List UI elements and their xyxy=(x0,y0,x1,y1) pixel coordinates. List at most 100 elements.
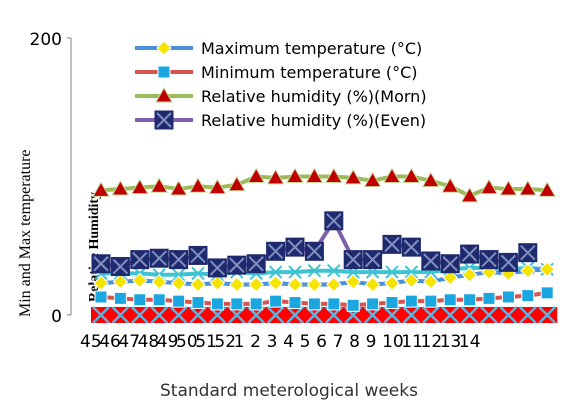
data-point-0-0 xyxy=(93,275,109,291)
data-point-2-18 xyxy=(441,177,460,193)
data-point-1-1 xyxy=(113,291,127,305)
data-point-4-11 xyxy=(307,263,322,278)
data-point-5-0 xyxy=(91,306,111,324)
legend-marker xyxy=(156,40,172,56)
x-tick-label: 9 xyxy=(366,332,377,352)
x-tick-label: 4 xyxy=(283,332,294,352)
x-tick-label: 7 xyxy=(333,332,344,352)
data-point-2-2 xyxy=(130,178,149,195)
data-point-0-11 xyxy=(306,276,323,293)
x-tick-label: 50 xyxy=(176,332,198,352)
data-point-0-9 xyxy=(267,275,284,291)
data-point-0-10 xyxy=(287,276,303,293)
data-point-0-5 xyxy=(190,276,206,293)
legend-label: Maximum temperature (°C) xyxy=(201,39,422,58)
data-point-0-7 xyxy=(229,276,245,293)
data-point-2-17 xyxy=(421,171,440,188)
data-point-1-16 xyxy=(404,294,418,308)
x-tick-label: 11 xyxy=(401,332,423,352)
data-point-5-21 xyxy=(498,306,519,324)
data-point-0-6 xyxy=(209,275,226,291)
data-point-4-15 xyxy=(385,265,399,279)
data-point-3-13 xyxy=(343,250,363,270)
data-point-3-17 xyxy=(421,251,441,271)
series-1 xyxy=(94,286,554,312)
data-point-5-18 xyxy=(440,306,461,324)
data-point-2-5 xyxy=(189,177,207,193)
data-point-1-7 xyxy=(230,297,244,311)
data-point-4-9 xyxy=(268,265,283,279)
x-tick-label: 45 xyxy=(80,332,102,352)
data-point-1-13 xyxy=(346,298,360,312)
data-point-3-8 xyxy=(246,254,266,274)
data-point-3-0 xyxy=(91,254,111,274)
data-point-3-20 xyxy=(479,250,499,270)
data-point-5-5 xyxy=(188,306,208,324)
data-point-5-3 xyxy=(149,306,170,324)
data-point-0-22 xyxy=(520,262,536,279)
data-point-0-2 xyxy=(132,272,148,289)
data-point-3-14 xyxy=(363,250,383,270)
data-point-3-19 xyxy=(460,244,480,264)
data-point-5-15 xyxy=(382,306,402,324)
legend-marker xyxy=(155,86,173,103)
data-point-3-11 xyxy=(304,241,324,261)
data-point-2-3 xyxy=(150,177,169,193)
legend-marker xyxy=(154,110,174,130)
data-point-2-14 xyxy=(363,171,382,188)
x-tick-label: 14 xyxy=(459,332,481,352)
data-point-0-8 xyxy=(248,276,264,293)
data-point-3-15 xyxy=(382,234,402,254)
data-point-4-16 xyxy=(404,265,419,279)
data-point-2-4 xyxy=(169,179,188,196)
data-point-2-8 xyxy=(247,167,266,183)
x-tick-label: 46 xyxy=(99,332,121,352)
data-point-2-7 xyxy=(227,175,246,192)
data-point-5-4 xyxy=(168,306,189,324)
data-point-1-10 xyxy=(288,296,302,310)
legend-item-0: Maximum temperature (°C) xyxy=(135,39,422,58)
x-tick-label: 51 xyxy=(195,332,217,352)
data-point-1-22 xyxy=(521,289,535,303)
data-point-4-12 xyxy=(327,263,341,278)
data-point-5-10 xyxy=(285,306,305,324)
data-point-3-7 xyxy=(227,255,247,275)
legend-item-3: Relative humidity (%)(Even) xyxy=(135,110,426,130)
x-axis-label: Standard meterological weeks xyxy=(160,381,418,401)
data-point-0-3 xyxy=(151,274,167,290)
data-point-0-1 xyxy=(112,274,129,290)
x-tick-label: 13 xyxy=(440,332,462,352)
data-point-1-19 xyxy=(463,293,477,307)
data-point-5-16 xyxy=(401,306,422,324)
data-point-5-1 xyxy=(110,306,131,324)
data-point-0-15 xyxy=(384,275,400,291)
data-point-2-21 xyxy=(499,179,518,196)
y-tick-label-max: 200 xyxy=(30,30,62,50)
data-point-3-1 xyxy=(110,257,130,277)
series-3 xyxy=(91,211,538,278)
data-point-4-10 xyxy=(288,265,302,279)
data-point-2-22 xyxy=(518,179,537,196)
legend-marker xyxy=(157,65,171,79)
data-point-1-20 xyxy=(482,291,496,305)
data-point-5-2 xyxy=(129,306,150,324)
data-point-2-0 xyxy=(92,181,110,197)
y-tick-label-min: 0 xyxy=(51,307,62,327)
data-point-2-15 xyxy=(383,167,401,183)
data-point-0-16 xyxy=(403,272,420,289)
data-point-2-6 xyxy=(208,178,227,195)
series-layer xyxy=(91,167,558,324)
data-point-1-11 xyxy=(307,297,321,311)
data-point-5-22 xyxy=(517,306,538,324)
data-point-1-12 xyxy=(327,297,341,311)
data-point-0-19 xyxy=(461,267,478,283)
data-point-3-22 xyxy=(518,243,538,263)
x-tick-label: 1 xyxy=(234,332,245,352)
legend-item-2: Relative humidity (%)(Morn) xyxy=(135,86,427,106)
data-point-1-17 xyxy=(424,294,438,308)
x-tick-label: 49 xyxy=(157,332,179,352)
data-point-5-9 xyxy=(265,306,286,324)
data-point-2-20 xyxy=(480,178,498,195)
